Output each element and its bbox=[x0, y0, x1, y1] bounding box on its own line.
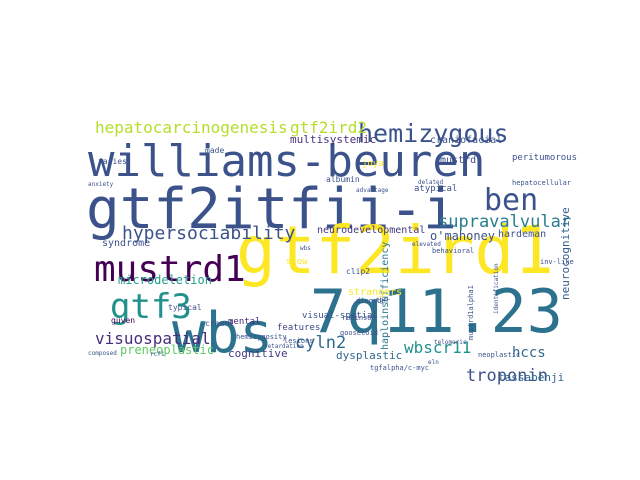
word-wbs-small: wbs bbox=[300, 245, 311, 252]
word-inv-like: inv-like bbox=[540, 258, 574, 266]
word-microdeletion: microdeletion bbox=[118, 273, 212, 287]
word-lesions: lesions bbox=[284, 337, 314, 345]
word-tgf: tgf bbox=[376, 297, 387, 304]
word-made: made bbox=[205, 146, 225, 155]
word-gtf2itfii-i: gtf2itfii-i bbox=[86, 177, 457, 242]
word-telomeric: telomeric bbox=[434, 339, 467, 346]
word-features: features bbox=[277, 323, 321, 333]
word-neurocognitive: neurocognitive bbox=[559, 207, 572, 300]
word-cream1: cream1 bbox=[205, 319, 234, 328]
word-retardation: retardation bbox=[264, 343, 304, 350]
word-goosecoid: goosecoid bbox=[340, 329, 378, 337]
word-anxiety: anxiety bbox=[88, 181, 114, 188]
word-hepatocarcinogenesis: hepatocarcinogenesis bbox=[95, 118, 288, 137]
word-disorder: disorder bbox=[356, 297, 390, 305]
word-hardeman: hardeman bbox=[498, 229, 547, 240]
word-mustrd: mustrd bbox=[440, 155, 477, 166]
word-delated: delated bbox=[418, 179, 444, 186]
word-elevated: elevated bbox=[412, 241, 441, 248]
word-clip2: clip2 bbox=[346, 267, 371, 276]
word-tgfalpha-c-myc: tgfalpha/c-myc bbox=[370, 364, 430, 372]
word-mental: mental bbox=[228, 317, 261, 327]
word-williams-beuren: williams-beuren bbox=[88, 136, 486, 187]
word-wbscr11: wbscr11 bbox=[404, 338, 472, 357]
word-mustrd1alpha1: mustrd1alpha1 bbox=[467, 285, 475, 340]
word-gtf3: gtf3 bbox=[110, 287, 192, 327]
word-visual-spatial: visual-spatial bbox=[302, 311, 378, 321]
word-joya: joya bbox=[362, 159, 384, 169]
word-neurodevelopmental: neurodevelopmental bbox=[317, 225, 426, 236]
word-hepatocellular: hepatocellular bbox=[512, 179, 572, 187]
word-craniofacial: craniofacial bbox=[430, 135, 503, 146]
word-albumin: albumin bbox=[326, 175, 360, 184]
word-peritumorous: peritumorous bbox=[512, 153, 578, 163]
word-hemizygosity: hemizygosity bbox=[236, 333, 287, 341]
word-guven: guven bbox=[111, 316, 136, 325]
word-tassabehji: tassabehji bbox=[498, 371, 565, 384]
word-visuospatial: visuospatial bbox=[95, 329, 211, 348]
word-gtf2ird2: gtf2ird2 bbox=[290, 118, 368, 137]
word-rcf1: rcf1 bbox=[150, 351, 165, 358]
word-hypersociability: hypersociability bbox=[122, 223, 296, 244]
word-neoplastic: neoplastic bbox=[478, 351, 521, 359]
word-identification: identification bbox=[493, 263, 500, 314]
word-slow: slow bbox=[286, 257, 308, 267]
word-troponin: troponin bbox=[466, 366, 548, 386]
word-syndrome: syndrome bbox=[102, 238, 151, 249]
word-eln: eln bbox=[428, 359, 439, 366]
word-multisystemic: multisystemic bbox=[290, 133, 377, 146]
word-composed: composed bbox=[88, 350, 117, 357]
word-wbs: wbs bbox=[172, 301, 274, 366]
word-gtf2ird1: gtf2ird1 bbox=[236, 212, 554, 289]
word-dysplastic: dysplastic bbox=[336, 349, 403, 362]
word-facies: facies bbox=[98, 157, 127, 166]
word-supravalvular: supravalvular bbox=[438, 212, 572, 232]
word-mustrd1: mustrd1 bbox=[94, 249, 246, 290]
word-typical: typical bbox=[168, 303, 202, 312]
word-hccs: hccs bbox=[512, 345, 546, 361]
word-strangers: strangers bbox=[348, 287, 403, 298]
word-advantage: advantage bbox=[356, 187, 389, 194]
word-7q11-23: 7q11.23 bbox=[310, 277, 563, 347]
word-ben: ben bbox=[484, 183, 539, 218]
word-cognitive: cognitive bbox=[228, 347, 288, 360]
word-behavioral: behavioral bbox=[432, 247, 475, 255]
word-o-mahoney: o'mahoney bbox=[430, 229, 496, 243]
word-atypical: atypical bbox=[414, 184, 458, 194]
word-hemizygous: hemizygous bbox=[358, 119, 509, 148]
word-preneoplastic: preneoplastic bbox=[120, 343, 214, 357]
word-cyln2: cyln2 bbox=[295, 333, 347, 353]
word-robinson: robinson bbox=[342, 314, 376, 322]
